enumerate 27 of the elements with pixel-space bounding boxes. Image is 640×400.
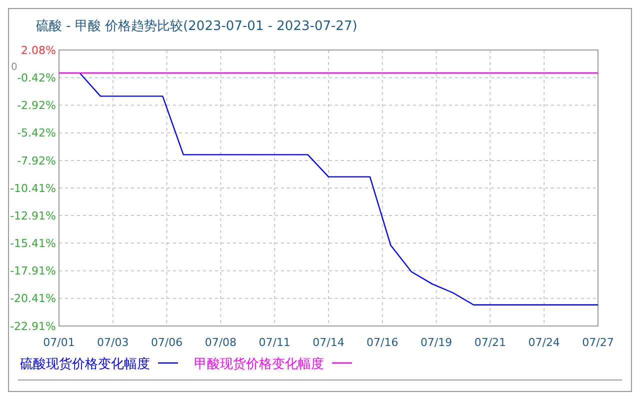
y-tick-label: -7.92% [17, 154, 56, 168]
x-tick-label: 07/01 [43, 336, 75, 349]
y-tick-label: -10.41% [10, 182, 56, 195]
y-tick-label: -15.41% [10, 237, 56, 250]
x-tick-label: 07/06 [150, 336, 183, 349]
legend-label: 甲酸现货价格变化幅度 [194, 356, 324, 372]
y-tick-label: -0.42% [17, 71, 56, 84]
y-tick-label: 2.08% [21, 44, 56, 57]
x-tick-label: 07/03 [97, 336, 129, 349]
x-tick-label: 07/21 [474, 336, 506, 349]
legend-label: 硫酸现货价格变化幅度 [20, 356, 150, 372]
chart-title: 硫酸 - 甲酸 价格趋势比较(2023-07-01 - 2023-07-27) [36, 19, 358, 34]
x-tick-label: 07/19 [420, 336, 452, 349]
text: 0 [11, 62, 18, 73]
y-tick-label: -22.91% [10, 320, 56, 333]
y-tick-label: -17.91% [10, 264, 56, 278]
x-tick-label: 07/14 [312, 336, 344, 349]
y-tick-label: -5.42% [17, 126, 56, 140]
x-tick-label: 07/11 [258, 336, 290, 349]
x-tick-label: 07/27 [582, 336, 614, 349]
x-tick-label: 07/24 [528, 336, 560, 349]
y-tick-label: -12.91% [10, 209, 56, 222]
x-tick-label: 07/16 [366, 336, 398, 349]
y-tick-label: -20.41% [10, 292, 56, 306]
y-tick-label: -2.92% [17, 99, 56, 112]
x-tick-label: 07/08 [204, 336, 237, 349]
line-series [79, 72, 599, 306]
